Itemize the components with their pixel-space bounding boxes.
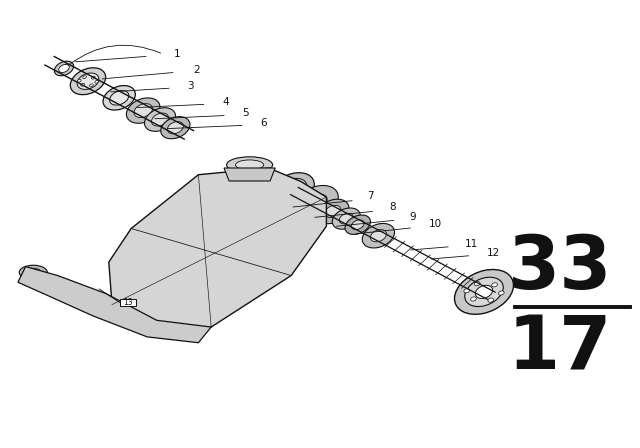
Text: 10: 10 xyxy=(429,220,442,229)
Ellipse shape xyxy=(371,229,387,242)
Text: 3: 3 xyxy=(187,81,193,91)
Ellipse shape xyxy=(499,291,504,295)
Text: 5: 5 xyxy=(242,108,248,118)
Text: 1: 1 xyxy=(174,49,180,59)
Ellipse shape xyxy=(465,277,503,306)
Ellipse shape xyxy=(77,79,81,82)
Ellipse shape xyxy=(454,270,513,314)
Text: 11: 11 xyxy=(465,239,479,249)
Ellipse shape xyxy=(294,185,339,220)
Ellipse shape xyxy=(26,268,41,276)
Text: 33: 33 xyxy=(508,233,612,305)
Polygon shape xyxy=(224,168,275,181)
Ellipse shape xyxy=(127,98,160,123)
Ellipse shape xyxy=(351,220,364,229)
Ellipse shape xyxy=(216,247,232,255)
Ellipse shape xyxy=(269,173,314,207)
Ellipse shape xyxy=(54,61,74,76)
Ellipse shape xyxy=(236,160,264,170)
Ellipse shape xyxy=(95,80,99,83)
Ellipse shape xyxy=(492,283,497,287)
Ellipse shape xyxy=(488,298,493,302)
Text: 12: 12 xyxy=(486,248,500,258)
Text: 2: 2 xyxy=(193,65,200,75)
Text: 7: 7 xyxy=(367,191,374,201)
Text: 6: 6 xyxy=(260,118,266,128)
Ellipse shape xyxy=(474,282,480,286)
Text: 4: 4 xyxy=(223,97,229,107)
Ellipse shape xyxy=(109,90,129,105)
Ellipse shape xyxy=(277,178,307,201)
Text: 13: 13 xyxy=(123,298,133,307)
FancyBboxPatch shape xyxy=(120,299,136,306)
Ellipse shape xyxy=(70,68,106,95)
Ellipse shape xyxy=(470,297,476,301)
Ellipse shape xyxy=(317,199,349,224)
Ellipse shape xyxy=(77,73,99,90)
Ellipse shape xyxy=(58,280,70,286)
Polygon shape xyxy=(18,267,211,343)
Text: 17: 17 xyxy=(508,313,612,386)
Ellipse shape xyxy=(145,108,175,131)
Ellipse shape xyxy=(83,76,86,78)
Ellipse shape xyxy=(324,205,341,218)
Ellipse shape xyxy=(476,285,493,298)
Ellipse shape xyxy=(152,113,168,126)
Ellipse shape xyxy=(19,265,47,280)
Ellipse shape xyxy=(81,83,84,86)
Polygon shape xyxy=(109,168,326,329)
Ellipse shape xyxy=(167,121,184,134)
Ellipse shape xyxy=(59,65,69,73)
Ellipse shape xyxy=(90,84,93,87)
Ellipse shape xyxy=(134,103,152,117)
Ellipse shape xyxy=(92,76,95,79)
Ellipse shape xyxy=(345,215,371,234)
Ellipse shape xyxy=(339,213,353,224)
Ellipse shape xyxy=(103,86,135,110)
Ellipse shape xyxy=(305,194,327,211)
Ellipse shape xyxy=(161,116,190,139)
Text: 9: 9 xyxy=(410,212,416,222)
Text: 8: 8 xyxy=(389,202,396,212)
Ellipse shape xyxy=(332,208,360,229)
Ellipse shape xyxy=(464,289,470,293)
Ellipse shape xyxy=(227,157,273,173)
Ellipse shape xyxy=(362,224,394,248)
